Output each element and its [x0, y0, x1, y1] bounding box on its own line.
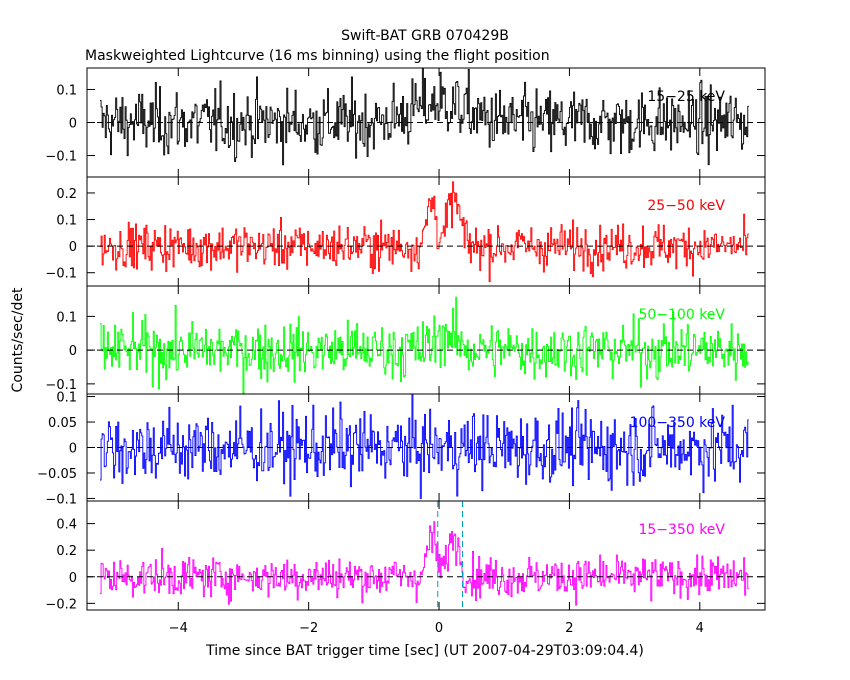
x-tick-label: 2 — [565, 621, 573, 636]
chart-title: Swift-BAT GRB 070429B — [341, 28, 509, 44]
series-line — [100, 181, 749, 282]
panel-25-50-kev: −0.1 0 0.1 0.2 25−50 keV — [45, 176, 766, 287]
y-tick-label: 0.1 — [56, 83, 77, 98]
x-tick-label: −4 — [169, 621, 188, 636]
band-label: 15−25 keV — [647, 89, 725, 105]
y-tick-label: −0.05 — [37, 467, 77, 482]
band-label: 15−350 keV — [638, 522, 725, 538]
series-line — [100, 521, 749, 606]
y-tick-label: 0.1 — [56, 391, 77, 406]
y-tick-label: −0.1 — [45, 492, 77, 507]
y-tick-label: −0.2 — [45, 597, 77, 612]
panels-group: −0.100.1 15−25 keV−0.100.10.225−50 keV−0.… — [37, 67, 766, 612]
y-tick-label: 0.2 — [56, 544, 77, 559]
y-tick-label: 0 — [69, 571, 77, 586]
y-tick-label: 0.1 — [56, 310, 77, 325]
series-line — [100, 296, 749, 394]
panel-15-350-kev: −0.2 0 0.2 0.4 15−350 keV — [45, 500, 766, 612]
x-tick-label: −2 — [299, 621, 318, 636]
y-tick-label: −0.1 — [45, 267, 77, 282]
y-tick-label: 0.05 — [48, 416, 77, 431]
panel-15-25-kev: −0.1 0 0.1 15−25 keV — [45, 67, 766, 178]
x-axis-label: Time since BAT trigger time [sec] (UT 20… — [205, 643, 644, 659]
chart-subtitle: Maskweighted Lightcurve (16 ms binning) … — [85, 48, 550, 64]
band-label: 50−100 keV — [638, 307, 725, 323]
panel-frame — [86, 500, 766, 611]
y-tick-label: 0 — [69, 117, 77, 132]
series-line — [100, 394, 749, 499]
x-axis-ticks: −4 −2 0 2 4 — [169, 621, 704, 636]
x-tick-label: 4 — [696, 621, 704, 636]
y-tick-label: −0.1 — [45, 378, 77, 393]
x-tick-label: 0 — [435, 621, 443, 636]
series-line — [100, 68, 749, 166]
y-axis-label: Counts/sec/det — [10, 287, 26, 392]
band-label: 100−350 keV — [630, 415, 726, 431]
y-tick-label: 0.4 — [56, 518, 77, 533]
y-tick-label: −0.1 — [45, 150, 77, 165]
y-tick-label: 0.1 — [56, 214, 77, 229]
y-tick-label: 0 — [69, 344, 77, 359]
band-label: 25−50 keV — [647, 198, 725, 214]
panel-50-100-kev: −0.1 0 0.1 50−100 keV — [45, 285, 766, 395]
y-tick-label: 0 — [69, 240, 77, 255]
panel-100-350-kev: −0.1 −0.05 0 0.05 0.1 100−350 keV — [37, 391, 766, 507]
y-tick-label: 0 — [69, 442, 77, 457]
y-tick-label: 0.2 — [56, 187, 77, 202]
